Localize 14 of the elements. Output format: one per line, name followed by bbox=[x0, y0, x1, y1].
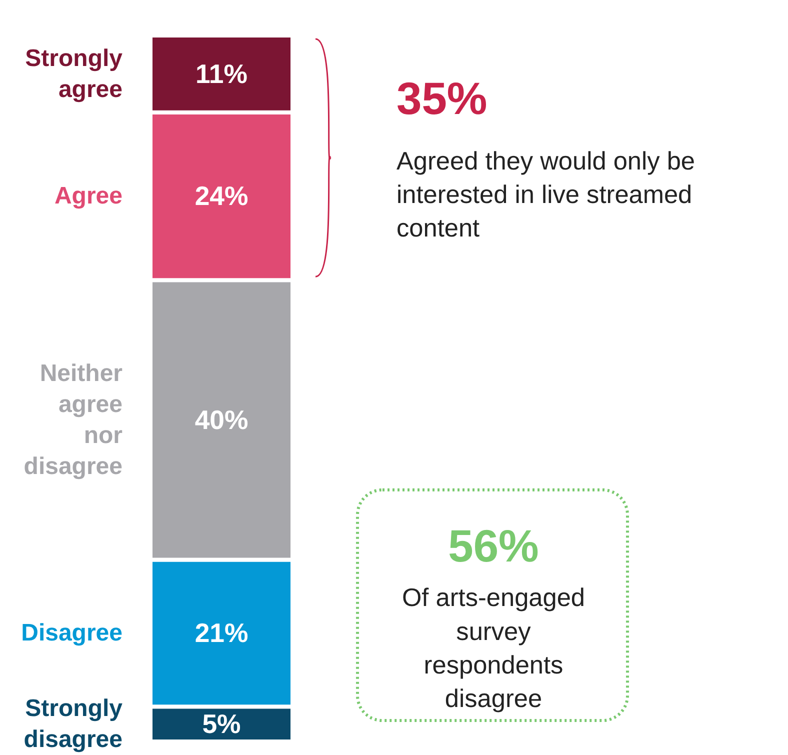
text: Of arts-engaged survey respondents disagree bbox=[402, 584, 586, 714]
text: Agreed they would only be interested in live streamed content bbox=[396, 147, 696, 243]
data-label: 40% bbox=[194, 404, 248, 435]
series-label: Strongly disagree bbox=[24, 695, 124, 754]
series-label: Disagree bbox=[21, 620, 122, 647]
data-label: 21% bbox=[194, 618, 248, 648]
series-label: Strongly agree bbox=[25, 44, 124, 103]
data-label: 5% bbox=[202, 709, 241, 740]
series-label: Agree bbox=[54, 182, 123, 210]
series-label: Neither agree nor disagree bbox=[24, 360, 123, 480]
data-label: 24% bbox=[194, 181, 248, 212]
text: 56% bbox=[448, 520, 539, 572]
data-label: 11% bbox=[196, 58, 248, 89]
text: 35% bbox=[396, 72, 488, 124]
